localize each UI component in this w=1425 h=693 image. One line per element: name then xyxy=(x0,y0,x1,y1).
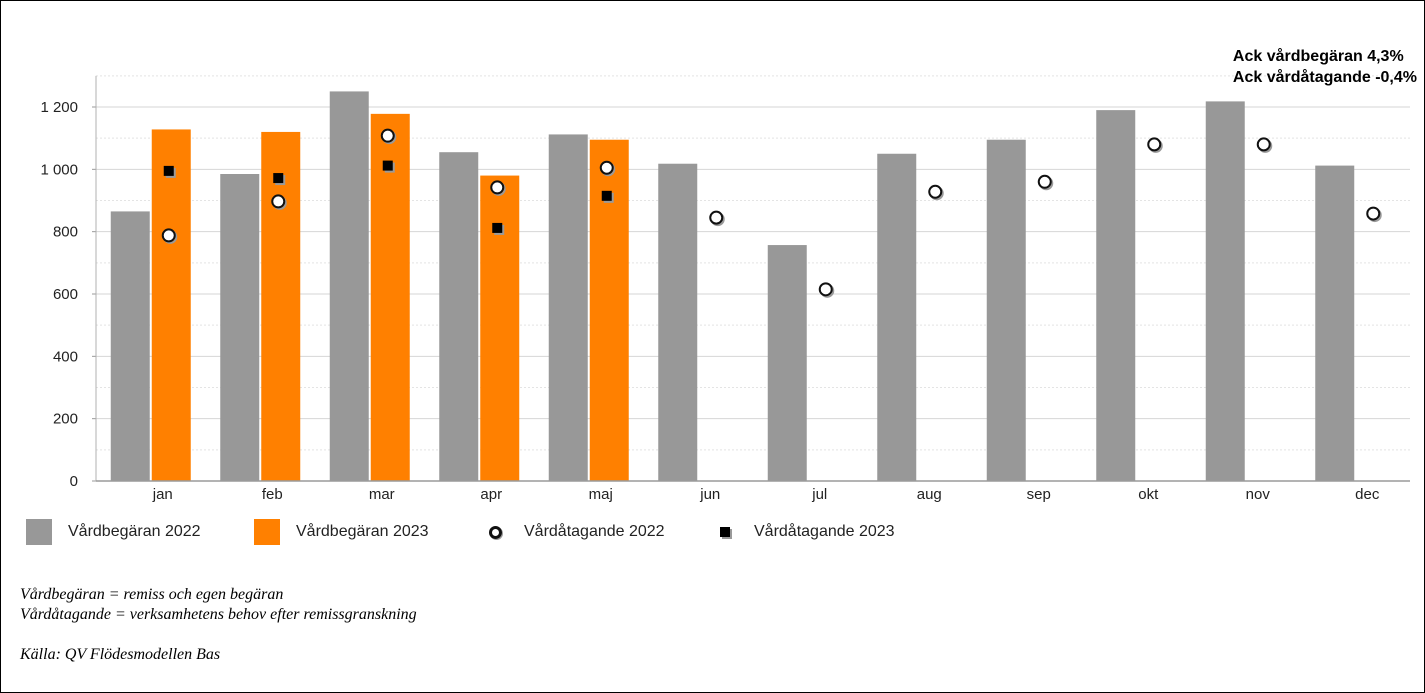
y-tick-label: 1 000 xyxy=(40,161,78,178)
bar-apr-requests-2022 xyxy=(439,152,479,482)
x-tick-label-jan: jan xyxy=(152,486,173,503)
legend-label: Vårdbegäran 2023 xyxy=(296,523,429,540)
x-tick-label-aug: aug xyxy=(917,486,942,503)
bar-dec-requests-2022 xyxy=(1315,165,1355,482)
marker-okt-commitments-2022 xyxy=(1147,137,1162,152)
legend-swatch-orange-bar xyxy=(254,519,280,545)
bar-mar-requests-2023 xyxy=(370,113,410,482)
marker-maj-commitments-2023 xyxy=(601,190,612,201)
bar-aug-requests-2022 xyxy=(877,153,917,481)
legend-item-commitments-2023: Vårdåtagande 2023 xyxy=(712,519,895,545)
marker-apr-commitments-2023 xyxy=(492,222,503,233)
x-tick-label-jul: jul xyxy=(811,486,827,503)
marker-dec-commitments-2022 xyxy=(1366,206,1381,221)
footnote-definition-requests: Vårdbegäran = remiss och egen begäran xyxy=(20,586,284,603)
marker-feb-commitments-2023 xyxy=(273,173,284,184)
y-tick-label: 600 xyxy=(53,286,78,303)
bar-feb-requests-2023 xyxy=(261,131,301,481)
x-tick-label-feb: feb xyxy=(262,486,283,503)
bar-okt-requests-2022 xyxy=(1096,110,1136,481)
marker-jun-commitments-2022 xyxy=(709,210,724,225)
marker-mar-commitments-2023 xyxy=(382,160,393,171)
footnotes: Vårdbegäran = remiss och egen begäran Vå… xyxy=(20,585,417,665)
bar-jul-requests-2022 xyxy=(767,245,807,481)
cumulative-annotation: Ack vårdbegäran 4,3% Ack vårdåtagande -0… xyxy=(1233,46,1417,88)
bar-maj-requests-2022 xyxy=(548,134,588,481)
marker-sep-commitments-2022 xyxy=(1037,174,1052,189)
y-tick-label: 0 xyxy=(70,473,78,490)
legend-label: Vårdbegäran 2022 xyxy=(68,523,201,540)
marker-nov-commitments-2022 xyxy=(1256,137,1271,152)
bar-jan-requests-2023 xyxy=(151,129,191,481)
marker-jul-commitments-2022 xyxy=(818,282,833,297)
y-tick-label: 400 xyxy=(53,348,78,365)
bar-jun-requests-2022 xyxy=(658,163,698,481)
x-tick-label-maj: maj xyxy=(589,486,613,503)
bar-feb-requests-2022 xyxy=(220,174,260,481)
y-tick-label: 200 xyxy=(53,411,78,428)
marker-jan-commitments-2023 xyxy=(163,165,174,176)
bar-nov-requests-2022 xyxy=(1205,101,1245,481)
marker-aug-commitments-2022 xyxy=(928,184,943,199)
legend-swatch-grey-bar xyxy=(26,519,52,545)
x-tick-label-okt: okt xyxy=(1138,486,1159,503)
bar-jan-requests-2022 xyxy=(110,211,150,482)
x-tick-label-jun: jun xyxy=(699,486,720,503)
y-tick-label: 1 200 xyxy=(40,99,78,116)
square-marker-icon xyxy=(712,519,738,545)
legend-label: Vårdåtagande 2023 xyxy=(754,523,895,540)
legend-item-requests-2023: Vårdbegäran 2023 xyxy=(254,519,429,545)
legend-label: Vårdåtagande 2022 xyxy=(524,523,665,540)
marker-maj-commitments-2022 xyxy=(599,160,614,175)
bar-mar-requests-2022 xyxy=(329,91,369,482)
marker-mar-commitments-2022 xyxy=(380,128,395,143)
x-tick-label-mar: mar xyxy=(369,486,395,503)
x-tick-label-sep: sep xyxy=(1027,486,1051,503)
circle-marker-icon xyxy=(482,519,508,545)
marker-apr-commitments-2022 xyxy=(490,180,505,195)
legend-item-commitments-2022: Vårdåtagande 2022 xyxy=(482,519,665,545)
bar-apr-requests-2023 xyxy=(480,175,520,482)
annotation-requests: Ack vårdbegäran 4,3% xyxy=(1232,48,1404,65)
y-tick-label: 800 xyxy=(53,224,78,241)
bar-sep-requests-2022 xyxy=(986,139,1026,481)
x-tick-label-dec: dec xyxy=(1355,486,1380,503)
annotation-commitments: Ack vårdåtagande -0,4% xyxy=(1232,69,1417,86)
footnote-definition-commitments: Vårdåtagande = verksamhetens behov efter… xyxy=(20,606,417,623)
x-tick-label-nov: nov xyxy=(1246,486,1271,503)
marker-jan-commitments-2022 xyxy=(161,228,176,243)
footnote-source: Källa: QV Flödesmodellen Bas xyxy=(20,646,221,663)
marker-feb-commitments-2022 xyxy=(271,194,286,209)
x-tick-label-apr: apr xyxy=(480,486,502,503)
legend-item-requests-2022: Vårdbegäran 2022 xyxy=(26,519,201,545)
